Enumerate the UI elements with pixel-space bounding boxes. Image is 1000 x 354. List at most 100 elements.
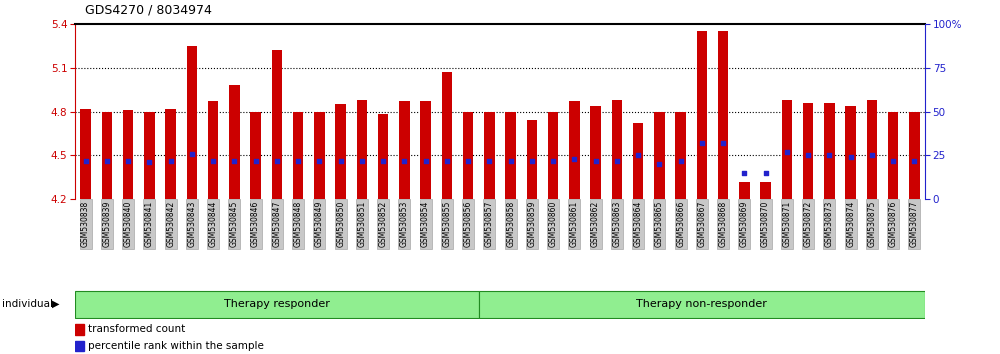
- Bar: [484, 112, 495, 199]
- Text: GSM530877: GSM530877: [910, 201, 919, 247]
- Bar: [250, 112, 261, 199]
- Bar: [612, 100, 622, 199]
- Text: Therapy non-responder: Therapy non-responder: [636, 299, 767, 309]
- Text: ▶: ▶: [52, 299, 60, 309]
- Text: Therapy responder: Therapy responder: [224, 299, 330, 309]
- Bar: [229, 85, 240, 199]
- Text: GSM530862: GSM530862: [591, 201, 600, 247]
- Point: [651, 161, 667, 167]
- Bar: [208, 101, 218, 199]
- Point: [269, 158, 285, 163]
- Bar: [165, 109, 176, 199]
- Text: GSM530851: GSM530851: [357, 201, 366, 247]
- Text: GSM530855: GSM530855: [442, 201, 451, 247]
- Text: GSM530863: GSM530863: [612, 201, 621, 247]
- Text: GSM530868: GSM530868: [719, 201, 728, 247]
- Text: GDS4270 / 8034974: GDS4270 / 8034974: [85, 4, 212, 17]
- Bar: [845, 105, 856, 199]
- Bar: [760, 182, 771, 199]
- FancyBboxPatch shape: [479, 291, 925, 318]
- Point: [141, 159, 157, 165]
- Point: [715, 140, 731, 146]
- Bar: [75, 341, 84, 351]
- Point: [120, 158, 136, 163]
- Text: GSM530858: GSM530858: [506, 201, 515, 247]
- Point: [758, 170, 774, 176]
- Text: GSM530842: GSM530842: [166, 201, 175, 247]
- Bar: [378, 114, 388, 199]
- Text: GSM530840: GSM530840: [124, 201, 133, 247]
- Text: GSM530850: GSM530850: [336, 201, 345, 247]
- Text: GSM530853: GSM530853: [400, 201, 409, 247]
- Text: GSM530869: GSM530869: [740, 201, 749, 247]
- Bar: [314, 112, 325, 199]
- Point: [460, 158, 476, 163]
- Text: GSM530843: GSM530843: [187, 201, 196, 247]
- Bar: [718, 31, 728, 199]
- Text: GSM530874: GSM530874: [846, 201, 855, 247]
- Point: [821, 153, 837, 158]
- Bar: [144, 112, 155, 199]
- Bar: [272, 50, 282, 199]
- Bar: [75, 324, 84, 335]
- Text: GSM530871: GSM530871: [782, 201, 791, 247]
- Text: GSM530852: GSM530852: [379, 201, 388, 247]
- Point: [396, 158, 412, 163]
- Bar: [463, 112, 473, 199]
- Point: [843, 154, 859, 160]
- Bar: [633, 123, 643, 199]
- Text: GSM530860: GSM530860: [549, 201, 558, 247]
- Bar: [293, 112, 303, 199]
- Bar: [420, 101, 431, 199]
- Text: GSM530866: GSM530866: [676, 201, 685, 247]
- Bar: [739, 182, 750, 199]
- Text: GSM530859: GSM530859: [527, 201, 536, 247]
- Text: GSM530867: GSM530867: [697, 201, 706, 247]
- Text: GSM530844: GSM530844: [209, 201, 218, 247]
- Bar: [909, 112, 920, 199]
- Bar: [697, 31, 707, 199]
- Point: [248, 158, 264, 163]
- Point: [226, 158, 242, 163]
- Bar: [123, 110, 133, 199]
- Text: GSM530839: GSM530839: [102, 201, 111, 247]
- Text: GSM530873: GSM530873: [825, 201, 834, 247]
- Text: percentile rank within the sample: percentile rank within the sample: [88, 341, 264, 351]
- Text: GSM530861: GSM530861: [570, 201, 579, 247]
- Point: [609, 158, 625, 163]
- Point: [694, 140, 710, 146]
- Bar: [867, 100, 877, 199]
- Text: GSM530865: GSM530865: [655, 201, 664, 247]
- Point: [864, 153, 880, 158]
- Point: [800, 153, 816, 158]
- Text: GSM530857: GSM530857: [485, 201, 494, 247]
- Text: GSM530848: GSM530848: [294, 201, 303, 247]
- Bar: [590, 105, 601, 199]
- Text: GSM530841: GSM530841: [145, 201, 154, 247]
- Bar: [187, 46, 197, 199]
- Bar: [357, 100, 367, 199]
- Point: [184, 151, 200, 156]
- Point: [418, 158, 434, 163]
- Bar: [527, 120, 537, 199]
- Bar: [335, 104, 346, 199]
- Text: GSM530876: GSM530876: [889, 201, 898, 247]
- Point: [99, 158, 115, 163]
- Bar: [80, 109, 91, 199]
- Bar: [505, 112, 516, 199]
- Point: [566, 156, 582, 161]
- Text: GSM530849: GSM530849: [315, 201, 324, 247]
- Point: [205, 158, 221, 163]
- Point: [588, 158, 604, 163]
- Point: [163, 158, 179, 163]
- Point: [545, 158, 561, 163]
- Point: [906, 158, 922, 163]
- Bar: [399, 101, 410, 199]
- Bar: [824, 103, 835, 199]
- Bar: [782, 100, 792, 199]
- Point: [524, 158, 540, 163]
- Text: GSM530854: GSM530854: [421, 201, 430, 247]
- Point: [673, 158, 689, 163]
- Bar: [102, 112, 112, 199]
- Bar: [548, 112, 558, 199]
